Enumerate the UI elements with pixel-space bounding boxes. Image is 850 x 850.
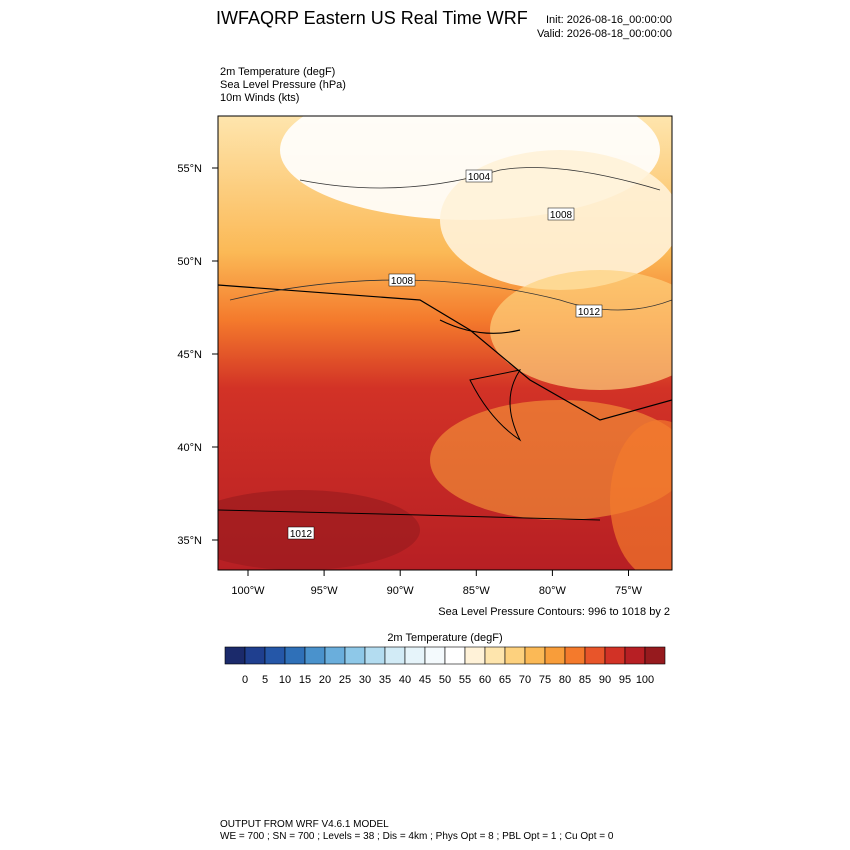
map-frame	[217, 115, 673, 571]
footer-line: OUTPUT FROM WRF V4.6.1 MODEL	[220, 819, 389, 830]
contour-note: Sea Level Pressure Contours: 996 to 1018…	[438, 606, 670, 618]
colorbar-box	[524, 646, 546, 665]
colorbar-box	[564, 646, 586, 665]
colorbar-box	[424, 646, 446, 665]
colorbar-label: 10	[279, 674, 291, 686]
colorbar-label: 45	[419, 674, 431, 686]
pressure-label: 1008	[391, 276, 414, 287]
colorbar-box	[504, 646, 526, 665]
lon-tick-label: 90°W	[387, 585, 415, 597]
colorbar-label: 100	[636, 674, 654, 686]
colorbar-box	[644, 646, 666, 665]
footer-line: WE = 700 ; SN = 700 ; Levels = 38 ; Dis …	[220, 831, 614, 842]
colorbar-box	[544, 646, 566, 665]
colorbar-label: 50	[439, 674, 451, 686]
lat-tick-label: 35°N	[177, 535, 202, 547]
colorbar-label: 15	[299, 674, 311, 686]
lat-tick-label: 55°N	[177, 163, 202, 175]
colorbar-box	[344, 646, 366, 665]
field-label: 10m Winds (kts)	[220, 92, 299, 104]
colorbar-box	[224, 646, 246, 665]
colorbar-box	[364, 646, 386, 665]
colorbar-box	[624, 646, 646, 665]
colorbar-label: 75	[539, 674, 551, 686]
valid-time: Valid: 2026-08-18_00:00:00	[537, 28, 672, 40]
colorbar-label: 80	[559, 674, 571, 686]
colorbar-label: 85	[579, 674, 591, 686]
colorbar-box	[584, 646, 606, 665]
field-label: 2m Temperature (degF)	[220, 66, 335, 78]
colorbar-box	[404, 646, 426, 665]
colorbar-label: 65	[499, 674, 511, 686]
colorbar-box	[604, 646, 626, 665]
lon-tick-label: 95°W	[311, 585, 339, 597]
init-time: Init: 2026-08-16_00:00:00	[546, 14, 672, 26]
map	[218, 116, 672, 570]
lon-tick-label: 100°W	[231, 585, 265, 597]
colorbar-label: 25	[339, 674, 351, 686]
colorbar-box	[484, 646, 506, 665]
lat-tick-label: 45°N	[177, 349, 202, 361]
colorbar-box	[244, 646, 266, 665]
colorbar-label: 90	[599, 674, 611, 686]
title: IWFAQRP Eastern US Real Time WRF	[216, 8, 528, 28]
colorbar-label: 70	[519, 674, 531, 686]
colorbar-box	[324, 646, 346, 665]
colorbar-label: 35	[379, 674, 391, 686]
colorbar-box	[464, 646, 486, 665]
colorbar-box	[304, 646, 326, 665]
pressure-label: 1012	[290, 529, 313, 540]
colorbar-label: 0	[242, 674, 248, 686]
colorbar-label: 95	[619, 674, 631, 686]
pressure-labels: 1004 1008 1008 1012 1012	[287, 169, 603, 540]
pressure-label: 1008	[550, 210, 573, 221]
lon-tick-label: 85°W	[463, 585, 491, 597]
pressure-label: 1012	[578, 307, 601, 318]
lon-tick-label: 80°W	[539, 585, 567, 597]
field-label: Sea Level Pressure (hPa)	[220, 79, 346, 91]
colorbar-label: 20	[319, 674, 331, 686]
colorbar-label: 40	[399, 674, 411, 686]
lon-tick-label: 75°W	[615, 585, 643, 597]
lat-tick-label: 50°N	[177, 256, 202, 268]
colorbar-label: 5	[262, 674, 268, 686]
colorbar-box	[444, 646, 466, 665]
colorbar-label: 30	[359, 674, 371, 686]
colorbar-box	[264, 646, 286, 665]
pressure-label: 1004	[468, 172, 491, 183]
colorbar-title: 2m Temperature (degF)	[387, 632, 502, 644]
lat-tick-label: 40°N	[177, 442, 202, 454]
colorbar-label: 60	[479, 674, 491, 686]
colorbar-box	[284, 646, 306, 665]
colorbar: 0 5 10 15 20 25 30 35 40 45 50 55 60 65 70 75 80 85 90 95 10…	[224, 646, 666, 686]
colorbar-box	[384, 646, 406, 665]
colorbar-label: 55	[459, 674, 471, 686]
axes: 55°N 50°N 45°N 40°N 35°N 100°W 95°W 90°W 85°W 80°…	[177, 163, 642, 597]
